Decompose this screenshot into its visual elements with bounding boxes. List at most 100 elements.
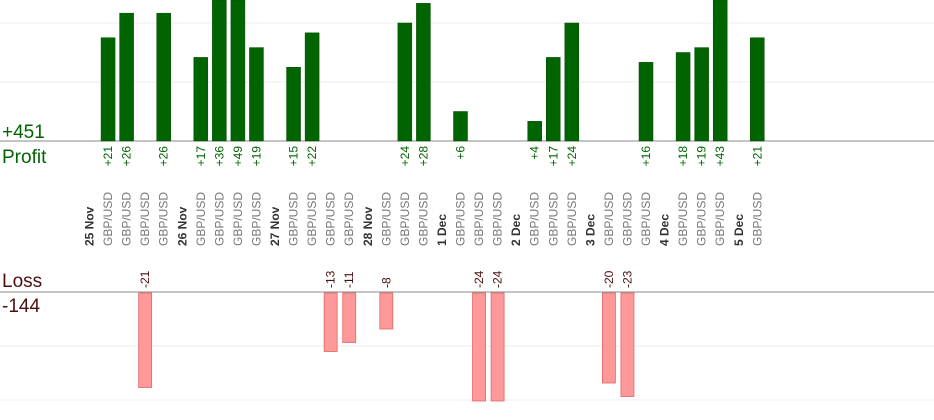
category-label: GBP/USD (138, 192, 152, 246)
value-label: +6 (454, 146, 468, 160)
loss-bar (379, 292, 394, 330)
category-label: GBP/USD (713, 192, 727, 246)
category-label: GBP/USD (639, 192, 653, 246)
profit-bar (230, 0, 246, 142)
category-label: GBP/USD (695, 192, 709, 246)
category-label: GBP/USD (379, 192, 393, 246)
category-label: GBP/USD (157, 192, 171, 246)
value-label: +24 (565, 146, 579, 167)
profit-bar (193, 57, 209, 142)
value-label: +26 (157, 146, 171, 167)
category-label: GBP/USD (249, 192, 263, 246)
value-label: -23 (620, 270, 634, 288)
loss-bar (472, 292, 486, 402)
category-label: GBP/USD (546, 192, 560, 246)
category-label: GBP/USD (287, 192, 301, 246)
value-label: +19 (695, 146, 709, 167)
category-label: GBP/USD (472, 192, 486, 246)
category-label: GBP/USD (528, 192, 542, 246)
profit-bar (249, 47, 264, 142)
value-label: +26 (120, 146, 134, 167)
category-label: GBP/USD (101, 192, 115, 246)
category-label: GBP/USD (416, 192, 430, 246)
bars-layer (100, 0, 765, 402)
loss-bar (620, 292, 635, 397)
profit-label: Profit (2, 147, 47, 168)
category-label: GBP/USD (194, 192, 208, 246)
profit-bar (416, 3, 431, 142)
value-label: -24 (491, 270, 505, 288)
category-label: GBP/USD (120, 192, 134, 246)
date-label: 27 Nov (268, 206, 282, 246)
profit-bar (304, 32, 320, 142)
loss-bar (323, 292, 338, 352)
profit-bar (546, 57, 561, 142)
category-label: GBP/USD (231, 192, 245, 246)
profit-bar (397, 22, 413, 142)
category-label: GBP/USD (565, 192, 579, 246)
value-label: -8 (379, 277, 393, 288)
category-label: GBP/USD (750, 192, 764, 246)
value-label: +22 (305, 146, 319, 167)
date-label: 28 Nov (361, 206, 375, 246)
value-label: -20 (602, 270, 616, 288)
loss-total: -144 (2, 296, 40, 317)
value-label: -21 (138, 270, 152, 288)
loss-bar (138, 292, 153, 388)
profit-bar (564, 22, 580, 142)
profit-bar (750, 37, 765, 142)
value-label: +49 (231, 146, 245, 167)
value-label: +21 (101, 146, 115, 167)
category-label: GBP/USD (676, 192, 690, 246)
date-label: 5 Dec (732, 214, 746, 246)
value-label: +21 (750, 146, 764, 167)
labels-layer: 25 Nov GBP/USD +21 GBP/USD +26 GBP/USD -21 GBP/… (83, 146, 765, 288)
value-label: +17 (546, 146, 560, 167)
value-label: +15 (287, 146, 301, 167)
value-label: +19 (249, 146, 263, 167)
profit-total: +451 (2, 122, 45, 143)
profit-bar (119, 12, 134, 142)
loss-bar (490, 292, 505, 402)
value-label: -13 (324, 270, 338, 288)
date-label: 26 Nov (175, 206, 189, 246)
date-label: 25 Nov (83, 206, 97, 246)
date-label: 4 Dec (658, 214, 672, 246)
category-label: GBP/USD (602, 192, 616, 246)
category-label: GBP/USD (620, 192, 634, 246)
category-label: GBP/USD (342, 192, 356, 246)
category-label: GBP/USD (491, 192, 505, 246)
category-label: GBP/USD (212, 192, 226, 246)
profit-bar (712, 0, 728, 142)
value-label: -11 (342, 271, 356, 288)
value-label: +16 (639, 146, 653, 167)
profit-bar (694, 47, 709, 142)
profit-bar (675, 52, 691, 142)
profit-bar (100, 37, 116, 142)
category-label: GBP/USD (454, 192, 468, 246)
category-label: GBP/USD (305, 192, 319, 246)
profit-bar (453, 111, 468, 142)
profit-bar (212, 0, 227, 142)
category-label: GBP/USD (324, 192, 338, 246)
value-label: +36 (212, 146, 226, 167)
date-label: 3 Dec (583, 214, 597, 246)
profit-bar (638, 62, 654, 142)
category-label: GBP/USD (398, 192, 412, 246)
value-label: +17 (194, 146, 208, 167)
loss-bar (342, 292, 357, 343)
profit-bar (286, 67, 301, 142)
loss-label: Loss (2, 271, 42, 292)
value-label: +43 (713, 146, 727, 167)
profit-bar (156, 12, 171, 142)
value-label: +4 (528, 146, 542, 160)
value-label: -24 (472, 270, 486, 288)
value-label: +24 (398, 146, 412, 167)
date-label: 1 Dec (435, 214, 449, 246)
profit-bar (527, 121, 542, 142)
value-label: +28 (416, 146, 430, 167)
date-label: 2 Dec (509, 214, 523, 246)
loss-bar (602, 292, 616, 384)
value-label: +18 (676, 146, 690, 167)
